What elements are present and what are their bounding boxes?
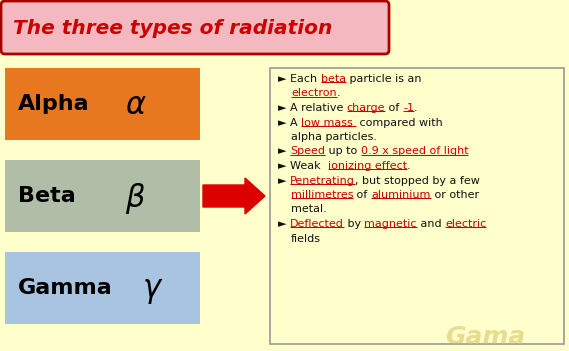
Text: ►: ► (278, 103, 290, 113)
Text: Penetrating: Penetrating (290, 176, 355, 185)
Text: ►: ► (278, 219, 290, 229)
Text: aluminium: aluminium (371, 190, 431, 200)
Text: Beta: Beta (18, 186, 76, 206)
FancyBboxPatch shape (1, 1, 389, 54)
Text: Gama: Gama (445, 325, 525, 349)
Bar (5, 160, 200, 232)
Text: $\beta$: $\beta$ (125, 180, 146, 216)
Text: .: . (414, 103, 418, 113)
Bar (5, 252, 200, 324)
Text: ionizing effect: ionizing effect (328, 161, 407, 171)
Bar (270, 68, 564, 344)
Text: by: by (344, 219, 365, 229)
Text: ►: ► (278, 74, 290, 84)
Text: The three types of radiation: The three types of radiation (13, 19, 332, 38)
Text: .: . (337, 88, 340, 99)
Bar (5, 68, 200, 140)
Text: $\gamma$: $\gamma$ (142, 276, 163, 306)
Text: A: A (290, 118, 301, 127)
Text: Weak: Weak (290, 161, 328, 171)
Text: electron: electron (291, 88, 337, 99)
Text: ►: ► (278, 161, 290, 171)
Text: A relative: A relative (290, 103, 347, 113)
Text: beta: beta (320, 74, 346, 84)
Text: -1: -1 (403, 103, 414, 113)
Text: , but stopped by a few: , but stopped by a few (355, 176, 480, 185)
Text: 0.9 x speed of light: 0.9 x speed of light (361, 146, 468, 157)
Text: ►: ► (278, 146, 290, 157)
Text: of: of (353, 190, 371, 200)
Text: up to: up to (325, 146, 361, 157)
Text: charge: charge (347, 103, 385, 113)
Text: $\alpha$: $\alpha$ (125, 91, 147, 121)
Text: or other: or other (431, 190, 479, 200)
Text: ►: ► (278, 176, 290, 185)
Text: electric: electric (445, 219, 486, 229)
Text: Gamma: Gamma (18, 278, 113, 298)
Text: metal.: metal. (291, 205, 327, 214)
FancyArrow shape (203, 178, 265, 214)
Text: compared with: compared with (356, 118, 443, 127)
Text: Speed: Speed (290, 146, 325, 157)
Text: Each: Each (290, 74, 320, 84)
Text: .: . (407, 161, 410, 171)
Text: particle is an: particle is an (346, 74, 421, 84)
Text: and: and (417, 219, 445, 229)
Text: ►: ► (278, 118, 290, 127)
Text: magnetic: magnetic (365, 219, 417, 229)
Text: alpha particles.: alpha particles. (291, 132, 377, 142)
Text: Deflected: Deflected (290, 219, 344, 229)
Text: of: of (385, 103, 403, 113)
Text: low mass: low mass (301, 118, 356, 127)
Text: millimetres: millimetres (291, 190, 353, 200)
Text: fields: fields (291, 233, 321, 244)
Text: Alpha: Alpha (18, 94, 90, 114)
